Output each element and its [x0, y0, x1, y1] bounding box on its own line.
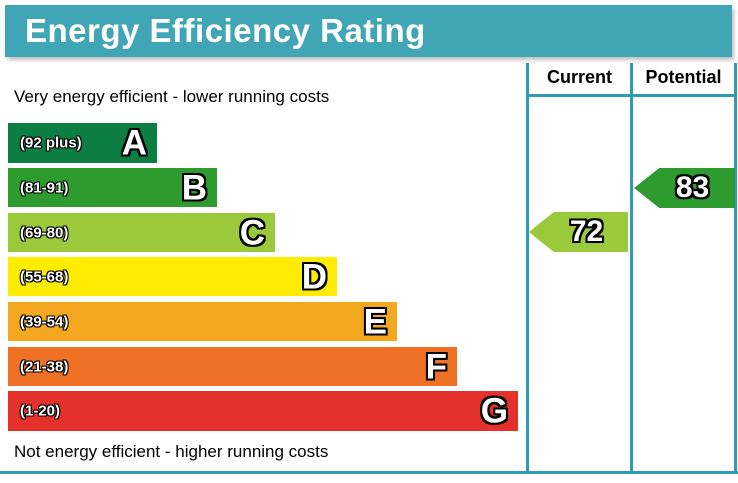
- table-bottom-border: [0, 471, 738, 474]
- band-b: (81-91) B: [8, 168, 217, 207]
- table-header-underline: [526, 94, 737, 97]
- band-f: (21-38) F: [8, 347, 457, 386]
- band-c-letter: C: [239, 213, 265, 252]
- band-a-range: (92 plus): [20, 134, 82, 152]
- band-f-letter: F: [425, 347, 447, 386]
- potential-rating-value: 83: [675, 171, 710, 204]
- band-b-range: (81-91): [20, 179, 69, 196]
- potential-rating-arrow: 83: [634, 168, 735, 208]
- note-not-efficient: Not energy efficient - higher running co…: [14, 442, 329, 461]
- column-header-potential: Potential: [645, 67, 722, 87]
- band-c: (69-80) C: [8, 213, 275, 252]
- band-a-letter: A: [121, 123, 147, 163]
- band-e: (39-54) E: [8, 302, 397, 341]
- band-d: (55-68) D: [8, 257, 337, 296]
- band-f-range: (21-38): [20, 358, 69, 375]
- table-divider-middle: [630, 63, 633, 474]
- band-g-range: (1-20): [20, 402, 61, 420]
- note-very-efficient: Very energy efficient - lower running co…: [14, 87, 330, 106]
- band-d-range: (55-68): [20, 268, 69, 285]
- band-a: (92 plus) A: [8, 123, 157, 163]
- table-divider-left: [526, 63, 529, 474]
- current-rating-value: 72: [569, 215, 604, 248]
- band-b-letter: B: [181, 168, 207, 207]
- column-header-current: Current: [546, 67, 612, 87]
- band-d-letter: D: [301, 257, 327, 296]
- band-e-range: (39-54): [20, 313, 69, 330]
- band-c-range: (69-80): [20, 224, 69, 241]
- current-rating-arrow: 72: [529, 212, 628, 252]
- table-divider-right: [734, 63, 737, 474]
- band-e-letter: E: [363, 302, 387, 341]
- title-bar: Energy Efficiency Rating: [5, 5, 732, 57]
- band-g-letter: G: [480, 391, 508, 431]
- band-g: (1-20) G: [8, 391, 518, 431]
- page-title: Energy Efficiency Rating: [25, 12, 426, 49]
